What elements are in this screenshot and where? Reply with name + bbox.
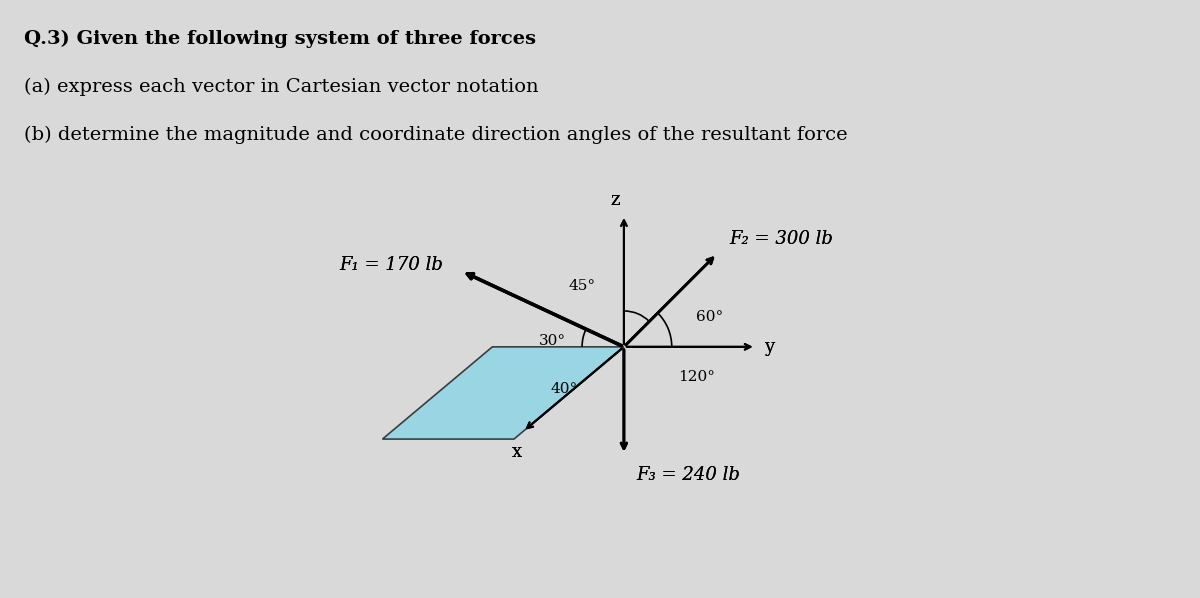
Text: F₁ = 170 lb: F₁ = 170 lb: [340, 256, 443, 274]
Text: (a) express each vector in Cartesian vector notation: (a) express each vector in Cartesian vec…: [24, 78, 539, 96]
Text: F₁ = 170 lb: F₁ = 170 lb: [340, 256, 443, 274]
Text: z: z: [611, 191, 619, 209]
Text: F₃ = 240 lb: F₃ = 240 lb: [636, 466, 739, 484]
Text: 45°: 45°: [569, 279, 595, 293]
Text: (b) determine the magnitude and coordinate direction angles of the resultant for: (b) determine the magnitude and coordina…: [24, 126, 847, 144]
Polygon shape: [383, 347, 624, 439]
Text: y: y: [764, 338, 774, 356]
Text: F₂ = 300 lb: F₂ = 300 lb: [728, 230, 833, 248]
Text: x: x: [512, 443, 522, 462]
Text: F₂ = 300 lb: F₂ = 300 lb: [728, 230, 833, 248]
Text: Q.3) Given the following system of three forces: Q.3) Given the following system of three…: [24, 30, 536, 48]
Text: x: x: [512, 443, 522, 462]
Text: z: z: [611, 191, 619, 209]
Text: 40°: 40°: [551, 382, 577, 396]
Text: y: y: [764, 338, 774, 356]
Text: 120°: 120°: [678, 370, 715, 384]
Text: 60°: 60°: [696, 310, 722, 324]
Text: 30°: 30°: [539, 334, 565, 348]
Text: F₃ = 240 lb: F₃ = 240 lb: [636, 466, 739, 484]
